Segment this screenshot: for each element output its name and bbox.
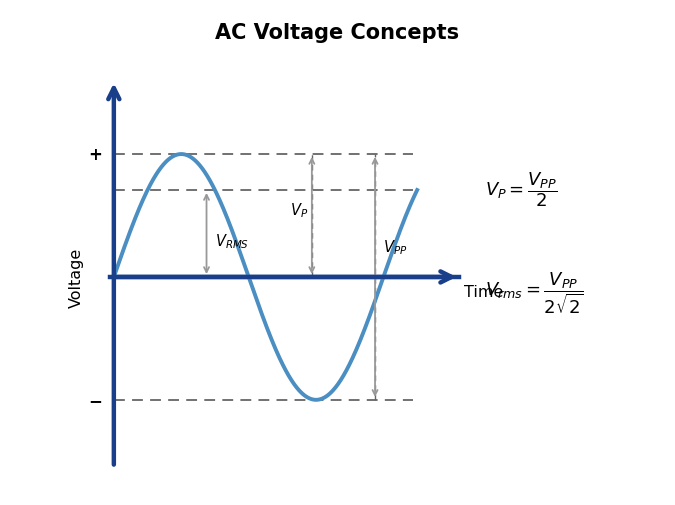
Text: +: + [88,146,102,164]
Text: $\mathit{V}_{RMS}$: $\mathit{V}_{RMS}$ [215,232,249,250]
Text: $V_{rms} = \dfrac{V_{PP}}{2\sqrt{2}}$: $V_{rms} = \dfrac{V_{PP}}{2\sqrt{2}}$ [485,269,583,315]
Text: Voltage: Voltage [68,247,84,308]
Text: $V_P = \dfrac{V_{PP}}{2}$: $V_P = \dfrac{V_{PP}}{2}$ [485,170,557,209]
Text: $\mathit{V}_P$: $\mathit{V}_P$ [290,200,308,219]
Text: Time: Time [464,285,503,299]
Text: −: − [88,391,102,409]
Text: $\mathit{V}_{PP}$: $\mathit{V}_{PP}$ [383,237,408,256]
Text: AC Voltage Concepts: AC Voltage Concepts [215,23,460,43]
